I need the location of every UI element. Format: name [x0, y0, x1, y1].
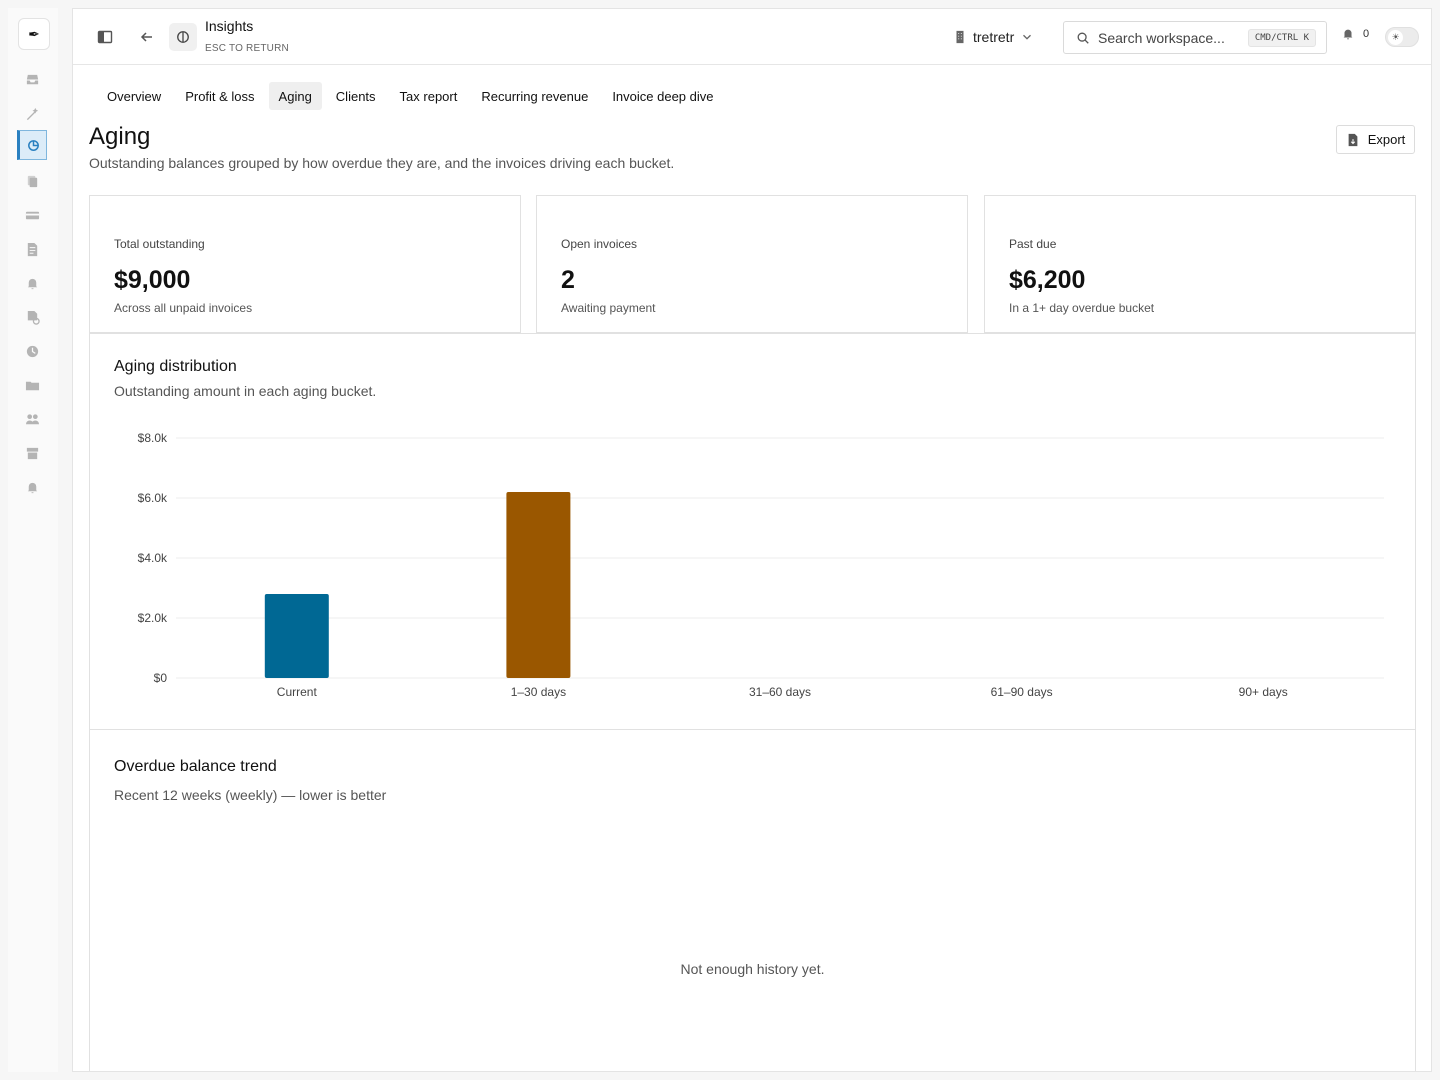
sidebar-toggle-icon[interactable] — [91, 23, 119, 51]
bell-icon — [1343, 29, 1353, 40]
y-tick-label: $6.0k — [138, 491, 168, 505]
workspace-name: tretretr — [973, 29, 1015, 45]
back-arrow-icon[interactable] — [133, 23, 161, 51]
users-icon[interactable] — [17, 404, 47, 434]
search-input[interactable]: Search workspace... CMD/CTRL K — [1063, 21, 1327, 54]
main-frame: Insights ESC TO RETURN tretretr Search w… — [72, 8, 1432, 1072]
export-button[interactable]: Export — [1336, 125, 1415, 154]
x-tick-label: Current — [277, 685, 318, 699]
panel-title: Overdue balance trend — [114, 758, 277, 775]
bar[interactable] — [264, 594, 329, 678]
building-icon — [956, 30, 964, 44]
notifications-button[interactable]: 0 — [1341, 27, 1369, 41]
workspace-switcher[interactable]: tretretr — [953, 26, 1034, 48]
panel-subtitle: Outstanding amount in each aging bucket. — [114, 383, 377, 399]
notification-icon[interactable] — [17, 472, 47, 502]
aging-distribution-panel: Aging distribution Outstanding amount in… — [89, 333, 1416, 730]
x-tick-label: 61–90 days — [991, 685, 1053, 699]
search-shortcut: CMD/CTRL K — [1247, 28, 1316, 47]
tab-overview[interactable]: Overview — [107, 88, 162, 104]
search-placeholder: Search workspace... — [1098, 29, 1225, 46]
folder-icon[interactable] — [17, 370, 47, 400]
notification-count: 0 — [1363, 28, 1370, 40]
stat-card-past-due: Past due $6,200 In a 1+ day overdue buck… — [984, 195, 1416, 333]
search-icon — [1077, 32, 1089, 44]
aging-bar-chart: $0 $2.0k $4.0k $6.0k $8.0k Current 1–30 days 31… — [138, 431, 1384, 699]
logo-pen-icon[interactable]: ✒ — [18, 18, 50, 50]
tab-tax-report[interactable]: Tax report — [399, 88, 458, 104]
stat-value: 2 — [561, 266, 575, 294]
theme-toggle[interactable]: ☀ — [1385, 27, 1419, 47]
empty-state-message: Not enough history yet. — [680, 961, 825, 977]
export-icon — [1348, 133, 1358, 146]
app-rail: ✒ — [8, 8, 58, 1072]
tab-invoice-deep-dive[interactable]: Invoice deep dive — [612, 88, 714, 104]
tab-aging[interactable]: Aging — [268, 82, 322, 110]
x-tick-label: 90+ days — [1239, 685, 1288, 699]
sun-icon: ☀ — [1388, 30, 1403, 45]
credit-card-icon[interactable] — [17, 200, 47, 230]
tab-recurring-revenue[interactable]: Recurring revenue — [481, 88, 589, 104]
y-tick-label: $0 — [154, 671, 168, 685]
insights-app-icon — [169, 23, 197, 51]
panel-title: Aging distribution — [114, 358, 237, 375]
page-title: Aging — [89, 123, 151, 150]
archive-icon[interactable] — [17, 438, 47, 468]
esc-hint: ESC TO RETURN — [205, 43, 289, 54]
top-bar: Insights ESC TO RETURN tretretr Search w… — [73, 9, 1431, 65]
recurring-invoice-icon[interactable] — [17, 302, 47, 332]
stat-label: Past due — [1009, 237, 1057, 251]
bell-icon[interactable] — [17, 268, 47, 298]
stat-card-total-outstanding: Total outstanding $9,000 Across all unpa… — [89, 195, 521, 333]
tab-profit-loss[interactable]: Profit & loss — [185, 88, 255, 104]
report-tabs: Overview Profit & loss Aging Clients Tax rep… — [97, 82, 724, 110]
tab-clients[interactable]: Clients — [335, 88, 376, 104]
magic-wand-icon[interactable] — [17, 98, 47, 128]
insights-icon[interactable] — [17, 130, 47, 160]
stat-sub: In a 1+ day overdue bucket — [1009, 301, 1155, 315]
chevron-down-icon — [1023, 34, 1032, 40]
stat-value: $9,000 — [114, 266, 191, 294]
x-tick-label: 31–60 days — [749, 685, 811, 699]
stat-label: Total outstanding — [114, 237, 205, 251]
x-tick-label: 1–30 days — [511, 685, 566, 699]
app-title: Insights — [205, 18, 254, 34]
y-tick-label: $2.0k — [138, 611, 168, 625]
stat-sub: Awaiting payment — [561, 301, 656, 315]
y-tick-label: $8.0k — [138, 431, 168, 445]
stat-card-open-invoices: Open invoices 2 Awaiting payment — [536, 195, 968, 333]
documents-icon[interactable] — [17, 166, 47, 196]
y-tick-label: $4.0k — [138, 551, 168, 565]
clock-icon[interactable] — [17, 336, 47, 366]
stat-value: $6,200 — [1009, 266, 1086, 294]
invoice-icon[interactable] — [17, 234, 47, 264]
panel-subtitle: Recent 12 weeks (weekly) — lower is bett… — [114, 787, 387, 803]
stat-label: Open invoices — [561, 237, 638, 251]
bar[interactable] — [506, 492, 571, 678]
overdue-trend-panel: Overdue balance trend Recent 12 weeks (w… — [89, 729, 1416, 1071]
page-description: Outstanding balances grouped by how over… — [89, 155, 675, 171]
inbox-icon[interactable] — [17, 64, 47, 94]
stat-sub: Across all unpaid invoices — [114, 301, 253, 315]
export-label: Export — [1367, 132, 1406, 147]
